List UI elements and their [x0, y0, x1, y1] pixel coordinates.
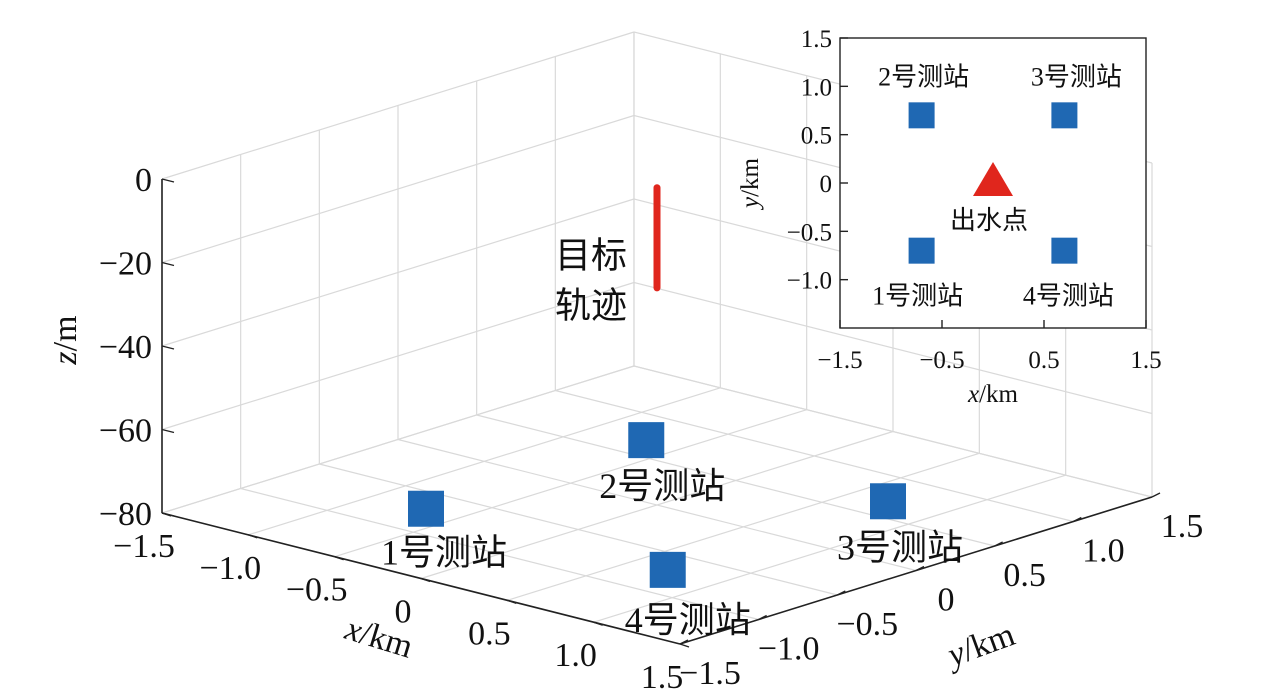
inset-y-tick-label: −0.5	[787, 219, 832, 246]
trajectory-label-line2: 轨迹	[555, 286, 627, 326]
inset-station-marker	[908, 102, 935, 129]
x-tick-label: 0.5	[468, 615, 511, 652]
wall-grid-line	[161, 365, 635, 514]
inset-x-tick-label: 0.5	[1028, 347, 1059, 374]
y-tick-label: 1.5	[1161, 508, 1204, 545]
station-label: 3号测站	[837, 527, 963, 567]
inset-x-tick-label: 1.5	[1130, 347, 1161, 374]
x-tick	[679, 643, 690, 648]
exit-point-marker	[973, 162, 1013, 196]
z-tick	[161, 178, 175, 183]
z-tick-label: 0	[135, 162, 152, 199]
x-tick-label: 0	[395, 594, 412, 631]
station-marker	[649, 551, 686, 588]
station-marker	[870, 483, 906, 520]
inset-station-marker	[1051, 237, 1078, 264]
inset-y-axis-label: y/km	[737, 157, 764, 211]
z-tick	[161, 512, 175, 517]
wall-grid-line	[161, 281, 635, 431]
z-tick-label: −20	[99, 246, 152, 283]
y-tick	[837, 590, 846, 596]
y-tick-label: −0.5	[836, 606, 898, 643]
wall-grid-line	[633, 281, 1153, 415]
x-tick-label: 1.5	[641, 659, 684, 691]
z-tick-label: −60	[99, 413, 152, 450]
x-tick	[334, 556, 344, 561]
trajectory-label-line1: 目标	[555, 236, 627, 276]
inset-x-tick-label: −1.5	[817, 347, 862, 374]
station-marker	[628, 422, 665, 459]
z-tick	[161, 345, 175, 350]
inset-y-tick-label: 1.5	[801, 26, 832, 53]
y-tick-label: 0.5	[1003, 557, 1046, 594]
station-label: 4号测站	[625, 600, 751, 640]
x-tick-label: −1.0	[199, 550, 261, 587]
x-tick	[507, 599, 517, 604]
station-marker	[408, 490, 444, 527]
station-label: 1号测站	[381, 533, 507, 573]
z-axis-label: z/m	[47, 315, 84, 365]
x-tick-label: −0.5	[286, 572, 348, 609]
z-tick	[161, 428, 175, 434]
y-tick	[758, 614, 767, 621]
floor-grid-line	[240, 487, 759, 621]
x-tick	[420, 577, 431, 583]
inset-x-axis-label: x/km	[967, 381, 1019, 408]
floor-grid-line	[555, 389, 1074, 523]
inset-x-tick-label: −0.5	[919, 347, 964, 374]
y-tick-label: −1.5	[679, 655, 741, 691]
inset-y-tick-label: 0	[820, 171, 833, 198]
y-tick	[994, 541, 1003, 547]
exit-point-label: 出水点	[950, 206, 1028, 235]
z-tick	[161, 261, 175, 267]
y-tick-label: 0	[938, 582, 955, 619]
x-tick	[248, 534, 258, 539]
y-tick-label: 1.0	[1082, 533, 1125, 570]
inset-station-marker	[1051, 102, 1078, 129]
inset-station-label: 1号测站	[872, 282, 963, 311]
inset-station-marker	[908, 237, 935, 264]
inset-y-tick-label: −1.0	[787, 268, 832, 295]
wall-grid-line	[161, 114, 635, 264]
y-axis-label: y/km	[940, 616, 1019, 675]
inset-y-tick-label: 0.5	[801, 123, 832, 150]
y-tick	[1073, 516, 1082, 523]
y-tick	[679, 639, 689, 645]
inset-station-label: 3号测站	[1031, 62, 1122, 91]
inset-station-label: 4号测站	[1023, 282, 1114, 311]
y-tick	[915, 565, 925, 572]
wall-grid-line	[161, 198, 635, 347]
z-tick-label: −40	[99, 329, 152, 366]
z-tick-label: −80	[99, 496, 152, 533]
inset-station-label: 2号测站	[878, 62, 969, 91]
y-tick	[1151, 492, 1161, 498]
wall-grid-line	[633, 365, 1153, 498]
station-label: 2号测站	[599, 466, 725, 506]
x-tick-label: 1.0	[554, 637, 597, 674]
floor-grid-line	[476, 414, 995, 547]
y-tick-label: −1.0	[758, 631, 820, 668]
floor-grid-line	[397, 438, 917, 572]
inset-y-tick-label: 1.0	[801, 74, 832, 101]
floor-grid-line	[319, 463, 838, 596]
wall-grid-line	[161, 31, 635, 180]
x-tick-label: −1.5	[113, 528, 175, 565]
x-tick	[593, 621, 603, 626]
